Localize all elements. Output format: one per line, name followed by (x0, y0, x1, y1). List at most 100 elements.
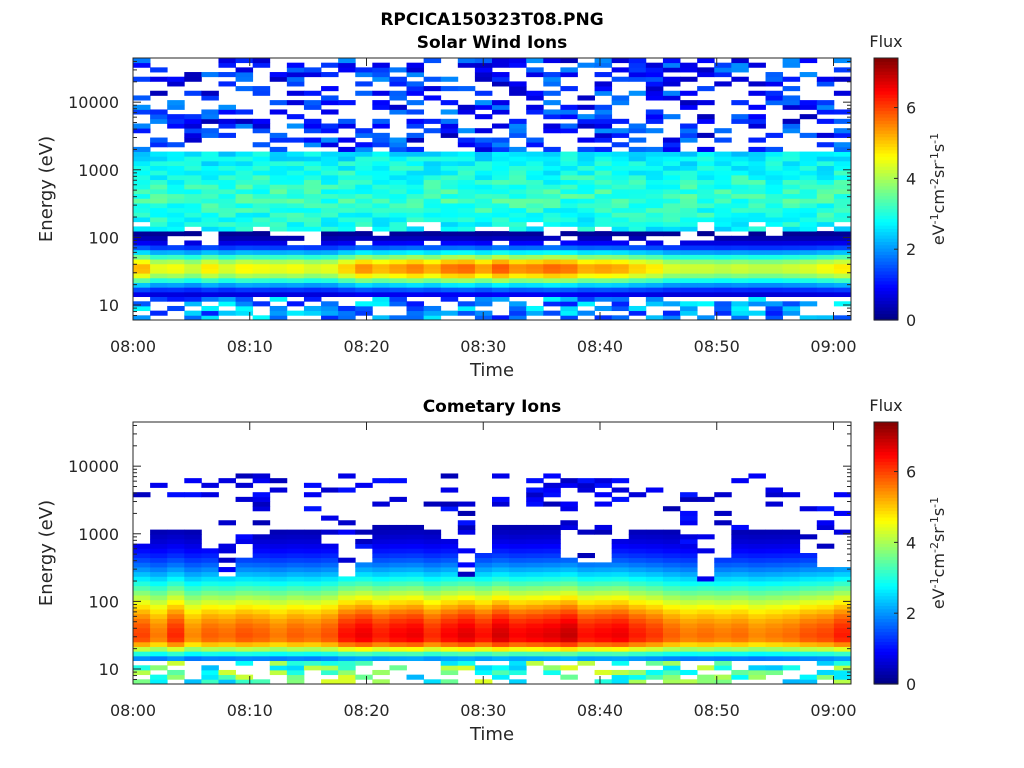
heatmap-cell (321, 660, 339, 666)
heatmap-cell (731, 235, 749, 241)
heatmap-cell (389, 524, 407, 531)
heatmap-cell (526, 660, 544, 666)
heatmap-cell (372, 646, 390, 652)
heatmap-cell (662, 193, 681, 199)
colorbar-segment (874, 300, 898, 305)
heatmap-cell (799, 184, 818, 190)
heatmap-cell (799, 613, 818, 619)
colorbar-segment (874, 628, 898, 633)
heatmap-cell (492, 217, 510, 223)
heatmap-cell (406, 567, 425, 573)
heatmap-cell (560, 595, 578, 601)
heatmap-cell (509, 245, 527, 251)
heatmap-cell (697, 548, 715, 554)
heatmap-cell (406, 623, 425, 629)
heatmap-cell (372, 104, 390, 110)
heatmap-cell (321, 198, 339, 204)
heatmap-cell (628, 268, 647, 274)
heatmap-cell (731, 189, 749, 195)
heatmap-cell (303, 179, 322, 185)
heatmap-cell (389, 203, 407, 209)
heatmap-cell (662, 604, 681, 610)
heatmap-cell (150, 231, 168, 237)
heatmap-cell (150, 581, 168, 587)
heatmap-cell (303, 156, 322, 162)
heatmap-cell (389, 604, 407, 610)
heatmap-cell (628, 249, 647, 255)
heatmap-cell (423, 156, 442, 162)
heatmap-cell (782, 174, 801, 181)
colorbar-segment (874, 156, 898, 161)
heatmap-cell (816, 282, 835, 288)
heatmap-cell (765, 221, 784, 227)
heatmap-cell (492, 137, 510, 143)
heatmap-cell (765, 193, 784, 199)
heatmap-cell (765, 207, 784, 213)
heatmap-cell (321, 665, 339, 671)
heatmap-cell (201, 632, 219, 638)
heatmap-cell (509, 609, 527, 615)
heatmap-cell (150, 291, 168, 298)
heatmap-cell (526, 641, 544, 647)
heatmap-cell (509, 226, 527, 232)
heatmap-cell (133, 226, 151, 232)
heatmap-cell (645, 240, 664, 246)
heatmap-cell (662, 534, 681, 540)
heatmap-cell (509, 613, 527, 619)
heatmap-cell (201, 646, 219, 652)
heatmap-cell (680, 137, 698, 143)
heatmap-cell (816, 259, 835, 265)
heatmap-cell (338, 609, 356, 615)
heatmap-cell (167, 669, 185, 676)
heatmap-cell (765, 217, 784, 223)
heatmap-cell (611, 538, 630, 545)
heatmap-cell (799, 595, 818, 601)
heatmap-cell (355, 142, 373, 148)
heatmap-cell (372, 562, 390, 568)
heatmap-cell (474, 263, 493, 269)
heatmap-cell (252, 62, 271, 68)
heatmap-cell (543, 100, 561, 106)
heatmap-cell (167, 529, 185, 535)
heatmap-cell (286, 114, 305, 120)
heatmap-cell (133, 263, 151, 269)
heatmap-cell (355, 604, 373, 610)
heatmap-cell (782, 665, 801, 671)
heatmap-cell (611, 273, 630, 279)
heatmap-cell (611, 132, 630, 138)
heatmap-cell (748, 548, 766, 554)
heatmap-cell (509, 679, 527, 685)
colorbar-segment (874, 61, 898, 66)
heatmap-cell (218, 595, 236, 601)
heatmap-cell (816, 217, 835, 223)
heatmap-cell (457, 604, 476, 610)
heatmap-cell (662, 184, 681, 190)
heatmap-cell (355, 231, 373, 237)
heatmap-cell (748, 179, 766, 185)
heatmap-cell (748, 165, 766, 171)
heatmap-cell (355, 217, 373, 223)
heatmap-cell (594, 291, 613, 298)
heatmap-cell (423, 203, 442, 209)
heatmap-cell (628, 646, 647, 652)
heatmap-cell (201, 674, 219, 680)
heatmap-cell (526, 72, 544, 78)
heatmap-cell (714, 240, 732, 246)
heatmap-cell (389, 595, 407, 601)
heatmap-cell (833, 184, 852, 190)
heatmap-cell (372, 669, 390, 676)
heatmap-cell (457, 585, 476, 591)
heatmap-cell (457, 599, 476, 605)
heatmap-cell (594, 221, 613, 227)
heatmap-cell (406, 632, 425, 638)
heatmap-cell (509, 669, 527, 676)
heatmap-cell (389, 165, 407, 171)
heatmap-cell (833, 301, 852, 307)
heatmap-cell (303, 193, 322, 199)
heatmap-cell (372, 165, 390, 171)
heatmap-cell (355, 543, 373, 549)
heatmap-cell (594, 231, 613, 237)
heatmap-cell (252, 165, 271, 171)
heatmap-cell (611, 595, 630, 601)
heatmap-cell (133, 291, 151, 298)
